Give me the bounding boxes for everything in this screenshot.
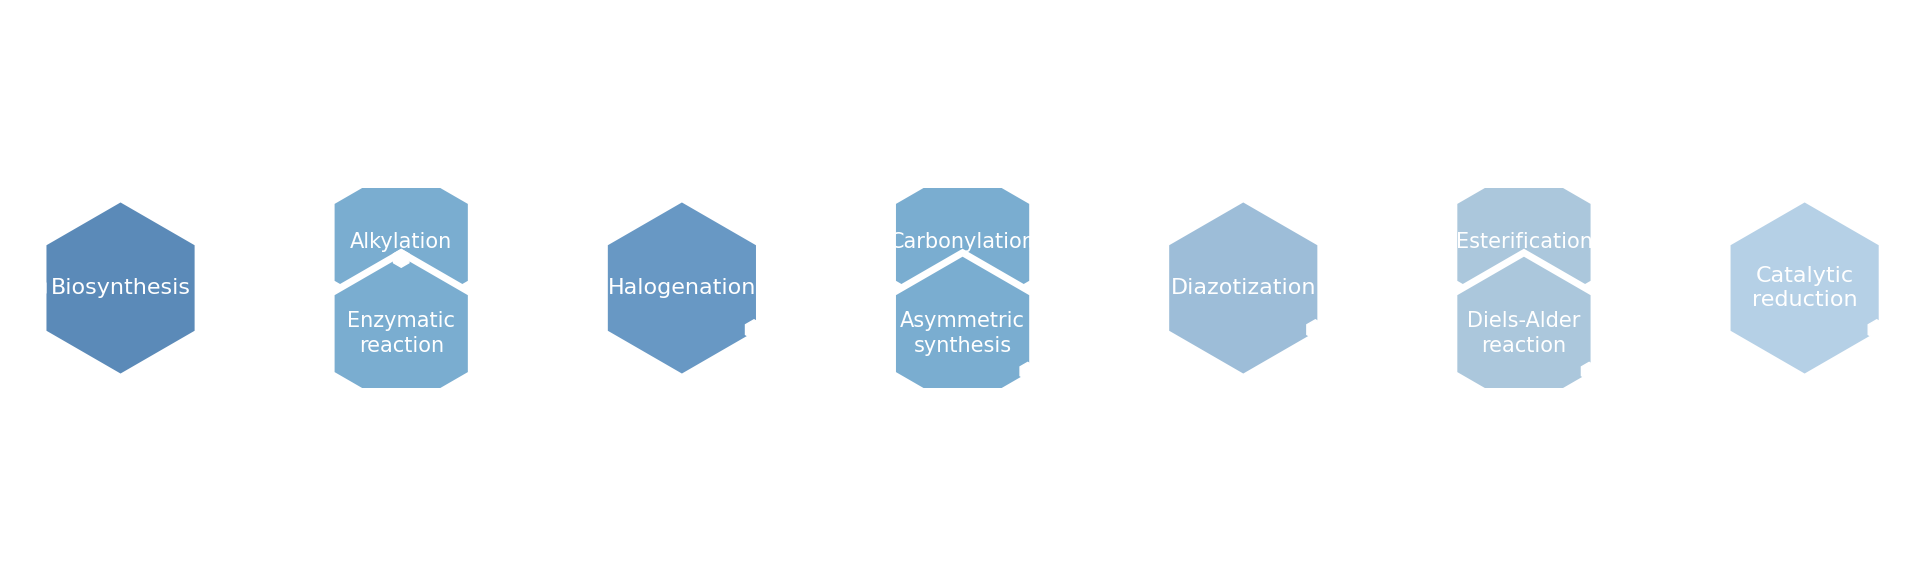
Polygon shape	[1031, 233, 1046, 251]
Text: Diels-Alder
reaction: Diels-Alder reaction	[1467, 311, 1580, 356]
Text: Enzymatic
reaction: Enzymatic reaction	[348, 311, 455, 356]
Text: Catalytic
reduction: Catalytic reduction	[1751, 266, 1857, 310]
Text: Asymmetric
synthesis: Asymmetric synthesis	[900, 311, 1025, 356]
Text: Diazotization: Diazotization	[1171, 278, 1315, 298]
Polygon shape	[1592, 233, 1607, 251]
Polygon shape	[1453, 161, 1594, 323]
Text: Biosynthesis: Biosynthesis	[50, 278, 190, 298]
Text: Carbonylation: Carbonylation	[889, 232, 1035, 252]
Polygon shape	[1728, 199, 1882, 377]
Polygon shape	[605, 199, 760, 377]
Polygon shape	[1020, 362, 1035, 380]
Text: Alkylation: Alkylation	[349, 232, 453, 252]
Polygon shape	[1582, 362, 1597, 380]
Text: Esterification: Esterification	[1455, 232, 1592, 252]
Text: Halogenation: Halogenation	[609, 278, 756, 298]
Polygon shape	[1308, 320, 1325, 339]
Polygon shape	[394, 158, 409, 176]
Polygon shape	[1165, 199, 1321, 377]
Polygon shape	[745, 320, 762, 339]
Polygon shape	[893, 161, 1033, 323]
Polygon shape	[330, 161, 470, 323]
Polygon shape	[1868, 320, 1885, 339]
Polygon shape	[893, 253, 1033, 415]
Polygon shape	[42, 199, 198, 377]
Polygon shape	[1453, 253, 1594, 415]
Polygon shape	[394, 249, 409, 267]
Polygon shape	[330, 253, 470, 415]
Polygon shape	[29, 278, 46, 298]
